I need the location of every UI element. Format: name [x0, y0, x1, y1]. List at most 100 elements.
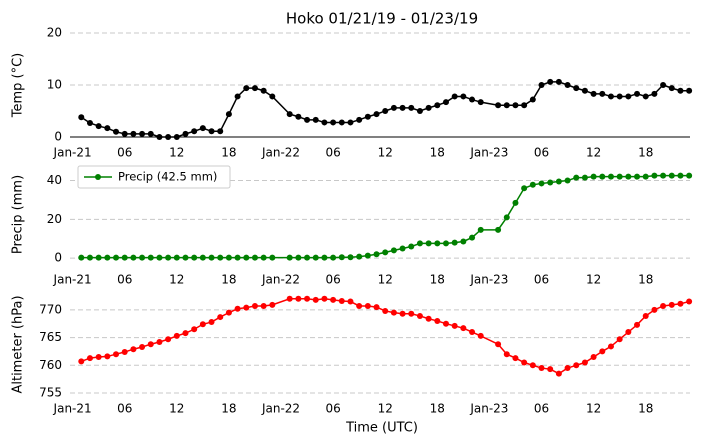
data-point: [356, 116, 363, 123]
data-point: [642, 312, 649, 319]
data-point: [555, 370, 562, 377]
data-point: [555, 178, 562, 185]
data-point: [668, 301, 675, 308]
x-tick-label: 18: [221, 146, 236, 160]
data-point: [607, 173, 614, 180]
data-point: [512, 355, 519, 362]
data-point: [165, 134, 172, 140]
y-tick-label: 0: [54, 251, 62, 265]
data-point: [573, 85, 580, 92]
x-tick-label: 18: [221, 273, 236, 287]
data-point: [442, 99, 449, 106]
x-tick-label: 12: [378, 146, 393, 160]
data-point: [625, 93, 632, 100]
data-point: [564, 365, 571, 372]
x-tick-label: 12: [586, 402, 601, 416]
data-point: [225, 254, 232, 261]
data-point: [312, 254, 319, 261]
data-point: [425, 240, 432, 247]
data-point: [503, 214, 510, 221]
x-tick-label: Jan-23: [469, 273, 508, 287]
data-point: [208, 128, 215, 135]
data-point: [95, 254, 102, 261]
data-point: [651, 306, 658, 313]
data-point: [286, 295, 293, 302]
data-point: [416, 108, 423, 114]
data-point: [260, 302, 267, 309]
x-tick-label: 18: [430, 146, 445, 160]
data-point: [347, 119, 354, 126]
x-axis-label: Time (UTC): [345, 421, 418, 436]
data-point: [503, 102, 510, 109]
data-point: [304, 295, 311, 302]
data-point: [373, 251, 380, 258]
data-point: [86, 119, 93, 126]
chart-title: Hoko 01/21/19 - 01/23/19: [286, 10, 478, 28]
data-point: [147, 341, 154, 348]
data-point: [364, 302, 371, 309]
data-point: [251, 85, 258, 92]
data-point: [217, 128, 224, 135]
data-point: [686, 172, 693, 179]
data-point: [607, 343, 614, 350]
data-point: [330, 254, 337, 261]
data-point: [321, 119, 328, 126]
x-tick-label: 06: [117, 146, 132, 160]
data-point: [364, 252, 371, 259]
data-point: [86, 355, 93, 362]
data-point: [616, 173, 623, 180]
data-point: [651, 90, 658, 97]
data-point: [104, 353, 111, 360]
data-point: [182, 254, 189, 261]
data-point: [686, 87, 693, 94]
data-point: [295, 113, 302, 120]
data-point: [156, 254, 163, 261]
data-point: [469, 329, 476, 336]
data-point: [225, 309, 232, 316]
data-point: [538, 365, 545, 372]
data-point: [495, 226, 502, 233]
data-point: [251, 302, 258, 309]
y-tick-label: 40: [47, 173, 62, 187]
data-point: [199, 254, 206, 261]
data-point: [590, 353, 597, 360]
x-tick-label: Jan-23: [469, 402, 508, 416]
x-tick-label: 18: [430, 402, 445, 416]
y-tick-label: 0: [54, 130, 62, 144]
data-point: [156, 134, 163, 140]
data-point: [121, 254, 128, 261]
data-point: [408, 104, 415, 111]
data-point: [217, 314, 224, 321]
data-point: [660, 172, 667, 179]
data-point: [521, 185, 528, 192]
data-point: [191, 128, 198, 135]
data-point: [173, 254, 180, 261]
x-tick-label: 18: [638, 402, 653, 416]
y-axis-label: Altimeter (hPa): [11, 295, 26, 393]
data-point: [113, 128, 120, 135]
data-point: [295, 295, 302, 302]
data-point: [347, 298, 354, 305]
x-tick-label: 18: [430, 273, 445, 287]
data-point: [130, 254, 137, 261]
data-point: [634, 321, 641, 328]
data-point: [547, 179, 554, 186]
data-point: [234, 93, 241, 100]
data-point: [469, 234, 476, 241]
data-point: [86, 254, 93, 261]
legend-marker: [95, 174, 101, 180]
data-point: [529, 181, 536, 188]
x-tick-label: Jan-21: [53, 402, 92, 416]
data-point: [269, 301, 276, 308]
data-point: [477, 332, 484, 339]
y-tick-label: 760: [39, 358, 62, 372]
data-point: [173, 332, 180, 339]
data-point: [260, 87, 267, 94]
data-point: [399, 104, 406, 111]
data-point: [330, 296, 337, 303]
x-tick-label: 06: [117, 273, 132, 287]
y-tick-label: 770: [39, 302, 62, 316]
data-point: [165, 336, 172, 343]
data-point: [199, 321, 206, 328]
data-point: [243, 85, 250, 92]
